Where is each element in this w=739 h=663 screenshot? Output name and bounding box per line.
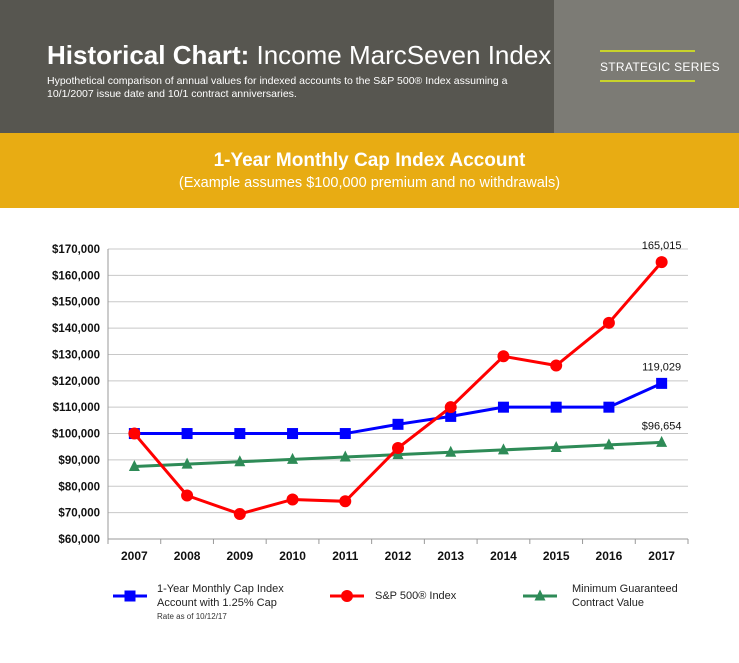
data-point (234, 428, 246, 440)
y-tick-label: $160,000 (52, 270, 100, 282)
legend-marker (124, 590, 136, 602)
x-tick-label: 2012 (385, 549, 412, 563)
legend-sp-label: S&P 500® Index (375, 589, 456, 603)
header-panel: Historical Chart: Income MarcSeven Index… (0, 0, 554, 133)
data-point (287, 452, 299, 464)
page-title: Historical Chart: Income MarcSeven Index (47, 40, 551, 71)
title-rest: Income MarcSeven Index (249, 40, 552, 70)
y-tick-label: $90,000 (58, 455, 100, 467)
data-point (656, 435, 668, 447)
legend-marker (534, 589, 546, 601)
legend-sp-text: S&P 500® Index (375, 590, 457, 602)
title-bold: Historical Chart: (47, 40, 250, 70)
data-point (181, 489, 194, 502)
data-point (550, 401, 562, 413)
page-subtitle: Hypothetical comparison of annual values… (47, 75, 508, 100)
data-point (392, 442, 404, 455)
x-tick-label: 2013 (437, 549, 464, 563)
data-point (550, 441, 562, 453)
data-label: 165,015 (642, 240, 682, 252)
data-point (445, 445, 457, 457)
legend-cap-label: 1-Year Monthly Cap Index Account with 1.… (157, 582, 284, 624)
y-tick-label: $150,000 (52, 297, 100, 309)
x-tick-label: 2014 (490, 549, 517, 563)
data-label: $96,654 (642, 420, 682, 432)
x-tick-label: 2010 (279, 549, 306, 563)
y-tick-label: $120,000 (52, 376, 100, 388)
data-point (234, 455, 246, 467)
data-point (339, 428, 351, 440)
data-point (181, 457, 193, 469)
data-point (444, 401, 457, 414)
data-point (181, 428, 193, 440)
legend-min-line2: Contract Value (572, 597, 644, 609)
legend-cap-line2: Account with 1.25% Cap (157, 597, 277, 609)
data-point (656, 377, 668, 389)
legend-cap-note: Rate as of 10/12/17 (157, 612, 227, 621)
y-tick-label: $60,000 (58, 534, 100, 546)
account-subtitle: (Example assumes $100,000 premium and no… (178, 175, 561, 191)
y-tick-label: $110,000 (53, 402, 100, 414)
y-tick-label: $130,000 (52, 349, 100, 361)
x-tick-label: 2011 (332, 549, 358, 563)
data-point (445, 410, 457, 422)
y-tick-label: $170,000 (52, 244, 100, 256)
data-point (497, 401, 509, 413)
data-point (602, 316, 615, 329)
data-point (339, 495, 352, 508)
x-tick-label: 2008 (174, 549, 201, 563)
data-point (233, 507, 246, 520)
data-point (128, 427, 141, 440)
series-line (133, 261, 663, 516)
x-tick-label: 2007 (121, 549, 148, 563)
data-point (128, 460, 140, 471)
y-tick-label: $140,000 (52, 323, 100, 335)
data-point (655, 256, 668, 269)
y-tick-label: $100,000 (52, 429, 100, 441)
y-tick-label: $80,000 (58, 481, 100, 493)
account-title: 1-Year Monthly Cap Index Account (213, 150, 526, 171)
data-point (339, 450, 351, 462)
legend-min-label: Minimum Guaranteed Contract Value (572, 582, 678, 610)
data-point (603, 438, 615, 450)
x-tick-label: 2015 (543, 549, 570, 563)
data-point (550, 359, 563, 372)
strategic-series-badge: STRATEGIC SERIES (600, 50, 720, 82)
header-badge-panel: STRATEGIC SERIES (554, 0, 739, 133)
data-label: 119,029 (642, 361, 681, 373)
x-tick-label: 2009 (226, 549, 253, 563)
x-tick-label: 2016 (596, 549, 623, 563)
data-point (603, 401, 615, 413)
data-point (287, 428, 299, 440)
data-point (497, 443, 509, 455)
data-point (497, 350, 510, 363)
account-band: 1-Year Monthly Cap Index Account (Exampl… (0, 133, 739, 208)
data-point (392, 418, 404, 430)
y-tick-label: $70,000 (58, 508, 100, 520)
legend-min-line1: Minimum Guaranteed (572, 583, 678, 595)
legend-cap-line1: 1-Year Monthly Cap Index (157, 583, 284, 595)
legend-marker (341, 590, 353, 602)
x-tick-label: 2017 (648, 549, 675, 563)
header: Historical Chart: Income MarcSeven Index… (0, 0, 739, 133)
data-point (286, 493, 299, 506)
